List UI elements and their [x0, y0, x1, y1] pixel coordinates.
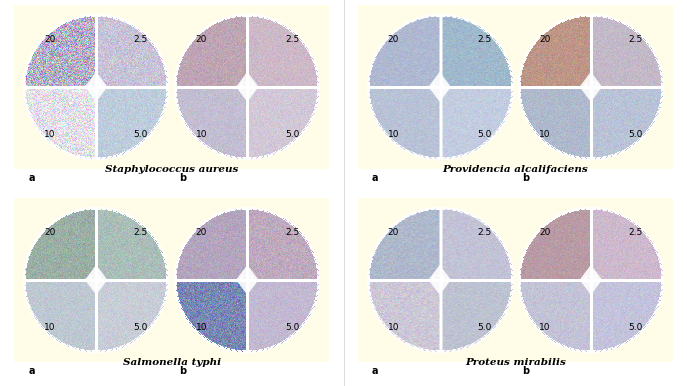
Text: 20: 20: [388, 228, 399, 237]
Text: a: a: [28, 366, 34, 376]
Bar: [358, 5, 521, 169]
Bar: [166, 198, 329, 362]
Text: 20: 20: [539, 35, 550, 44]
Text: 20: 20: [388, 35, 399, 44]
Text: 10: 10: [45, 323, 56, 332]
Text: 10: 10: [196, 323, 207, 332]
Text: 2.5: 2.5: [477, 228, 491, 237]
Text: 20: 20: [196, 35, 207, 44]
Text: 2.5: 2.5: [629, 35, 642, 44]
Text: C1: C1: [89, 82, 104, 91]
Text: C2: C2: [240, 82, 255, 91]
Text: a: a: [372, 366, 378, 376]
Text: C1: C1: [89, 275, 104, 284]
Text: Proteus mirabilis: Proteus mirabilis: [465, 358, 565, 367]
Text: 10: 10: [388, 323, 399, 332]
Polygon shape: [580, 266, 602, 294]
Text: 5.0: 5.0: [285, 130, 299, 139]
Bar: [14, 5, 178, 169]
Text: Staphylococcus aureus: Staphylococcus aureus: [105, 165, 238, 174]
Text: b: b: [179, 173, 186, 183]
Bar: [166, 5, 329, 169]
Text: 2.5: 2.5: [134, 228, 148, 237]
Text: 5.0: 5.0: [134, 323, 148, 332]
Text: Providencia alcalifaciens: Providencia alcalifaciens: [442, 165, 588, 174]
Bar: [509, 5, 673, 169]
Text: b: b: [179, 366, 186, 376]
Text: 20: 20: [539, 228, 550, 237]
Text: C2: C2: [240, 275, 255, 284]
Text: b: b: [522, 366, 530, 376]
Polygon shape: [85, 73, 107, 101]
Polygon shape: [85, 266, 107, 294]
Text: C2: C2: [583, 275, 598, 284]
Text: 5.0: 5.0: [629, 130, 642, 139]
Text: 5.0: 5.0: [477, 323, 491, 332]
Text: C2: C2: [583, 82, 598, 91]
Text: 2.5: 2.5: [285, 228, 299, 237]
Text: 20: 20: [45, 35, 56, 44]
Text: 2.5: 2.5: [134, 35, 148, 44]
Text: 10: 10: [45, 130, 56, 139]
Text: a: a: [28, 173, 34, 183]
Text: b: b: [522, 173, 530, 183]
Polygon shape: [236, 266, 258, 294]
Bar: [509, 198, 673, 362]
Text: Salmonella typhi: Salmonella typhi: [123, 358, 221, 367]
Text: 10: 10: [388, 130, 399, 139]
Text: 5.0: 5.0: [629, 323, 642, 332]
Text: 20: 20: [45, 228, 56, 237]
Text: 5.0: 5.0: [134, 130, 148, 139]
Text: 5.0: 5.0: [285, 323, 299, 332]
Polygon shape: [429, 73, 451, 101]
Text: 5.0: 5.0: [477, 130, 491, 139]
Bar: [358, 198, 521, 362]
Text: C1: C1: [432, 275, 447, 284]
Text: a: a: [372, 173, 378, 183]
Polygon shape: [580, 73, 602, 101]
Text: 2.5: 2.5: [629, 228, 642, 237]
Text: 10: 10: [539, 130, 550, 139]
Text: 2.5: 2.5: [285, 35, 299, 44]
Bar: [14, 198, 178, 362]
Text: 20: 20: [196, 228, 207, 237]
Polygon shape: [429, 266, 451, 294]
Text: 2.5: 2.5: [477, 35, 491, 44]
Text: 10: 10: [196, 130, 207, 139]
Text: C1: C1: [432, 82, 447, 91]
Text: 10: 10: [539, 323, 550, 332]
Polygon shape: [236, 73, 258, 101]
